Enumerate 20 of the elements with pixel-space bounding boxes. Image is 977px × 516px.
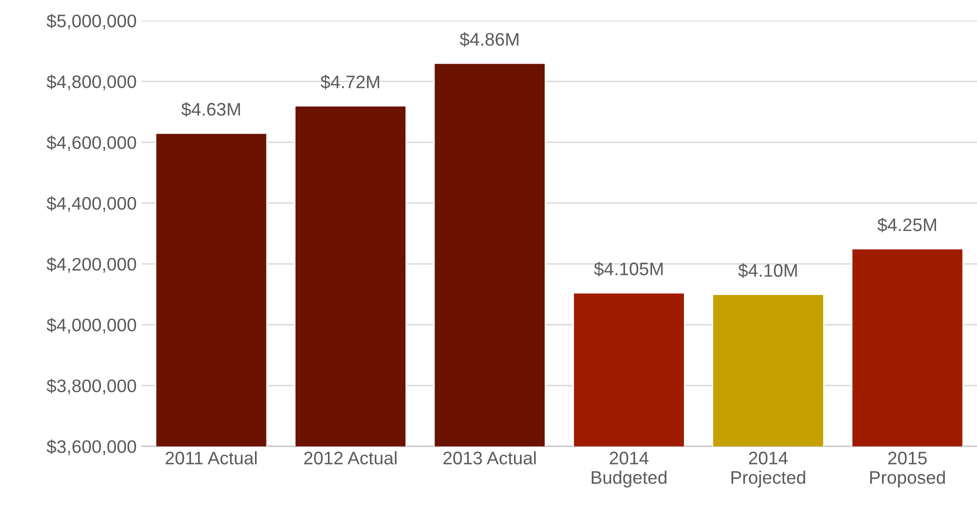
y-tick-label: $3,600,000: [46, 440, 136, 456]
y-tick-label: $5,000,000: [46, 14, 136, 30]
y-tick-label: $4,400,000: [46, 196, 136, 212]
x-tick-label: 2012 Actual: [304, 451, 396, 464]
data-label: $4.72M: [320, 74, 380, 90]
data-label: $4.105M: [594, 262, 663, 276]
x-tick-label: 2013 Actual: [443, 451, 536, 464]
x-tick-label: 2014 Budgeted: [592, 452, 666, 488]
data-label: $4.63M: [181, 102, 240, 117]
y-tick-label: $4,800,000: [46, 74, 136, 90]
y-tick-label: $4,600,000: [46, 135, 136, 152]
y-tick-label: $3,800,000: [46, 378, 136, 394]
data-label: $4.25M: [877, 218, 936, 232]
x-tick-label: 2011 Actual: [166, 451, 257, 464]
y-tick-label: $4,000,000: [46, 318, 136, 334]
data-label: $4.10M: [738, 263, 797, 278]
data-label: $4.86M: [460, 32, 518, 47]
y-tick-label: $4,200,000: [46, 257, 136, 273]
x-tick-label: 2015 Proposed: [870, 452, 945, 488]
x-tick-label: 2014 Projected: [732, 452, 806, 488]
